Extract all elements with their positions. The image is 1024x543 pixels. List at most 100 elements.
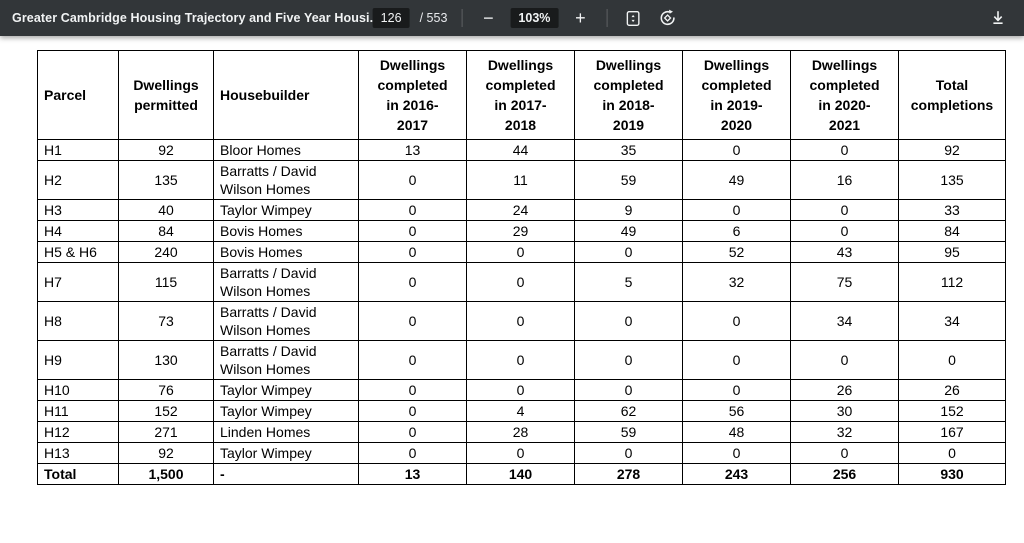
- cell-completed-2018-2019: 5: [574, 262, 683, 302]
- cell-completed-2018-2019: 0: [574, 379, 683, 401]
- cell-total-completions: 26: [898, 379, 1006, 401]
- cell-completed-2017-2018: 4: [466, 400, 575, 422]
- plus-icon: +: [575, 8, 586, 28]
- cell-completed-2018-2019: 49: [574, 220, 683, 242]
- column-header-dwellings-permitted: Dwellings permitted: [118, 50, 214, 140]
- zoom-out-button[interactable]: −: [476, 6, 500, 30]
- total-cell-housebuilder: -: [213, 463, 359, 485]
- cell-completed-2018-2019: 35: [574, 139, 683, 161]
- cell-total-completions: 112: [898, 262, 1006, 302]
- cell-parcel: H10: [37, 379, 119, 401]
- cell-completed-2018-2019: 0: [574, 340, 683, 380]
- table-row: H13 92 Taylor Wimpey 0 0 0 0 0 0: [37, 442, 1006, 464]
- column-header-completed-2020-2021: Dwellings completed in 2020- 2021: [790, 50, 899, 140]
- total-cell-completed-2020-2021: 256: [790, 463, 899, 485]
- cell-dwellings-permitted: 152: [118, 400, 214, 422]
- cell-housebuilder: Bloor Homes: [213, 139, 359, 161]
- table-header-row: Parcel Dwellings permitted Housebuilder Dwe…: [37, 50, 1006, 140]
- cell-completed-2019-2020: 0: [682, 442, 791, 464]
- cell-completed-2016-2017: 0: [358, 340, 467, 380]
- cell-completed-2018-2019: 0: [574, 301, 683, 341]
- cell-dwellings-permitted: 40: [118, 199, 214, 221]
- cell-total-completions: 0: [898, 340, 1006, 380]
- cell-completed-2018-2019: 59: [574, 421, 683, 443]
- cell-completed-2016-2017: 0: [358, 199, 467, 221]
- cell-completed-2017-2018: 11: [466, 160, 575, 200]
- cell-completed-2017-2018: 0: [466, 340, 575, 380]
- cell-completed-2020-2021: 30: [790, 400, 899, 422]
- total-cell-parcel: Total: [37, 463, 119, 485]
- cell-completed-2016-2017: 0: [358, 442, 467, 464]
- zoom-in-button[interactable]: +: [568, 6, 592, 30]
- cell-dwellings-permitted: 271: [118, 421, 214, 443]
- cell-completed-2020-2021: 34: [790, 301, 899, 341]
- zoom-level-display[interactable]: 103%: [510, 8, 559, 28]
- table-row: H8 73 Barratts / David Wilson Homes 0 0 0 0 34 3…: [37, 301, 1006, 341]
- page-count-label: / 553: [419, 11, 448, 25]
- cell-completed-2018-2019: 62: [574, 400, 683, 422]
- table-total-row: Total 1,500-13 140 278 243 256 930: [37, 463, 1006, 485]
- cell-dwellings-permitted: 92: [118, 442, 214, 464]
- cell-total-completions: 0: [898, 442, 1006, 464]
- column-header-housebuilder: Housebuilder: [213, 50, 359, 140]
- column-header-total-completions: Total completions: [898, 50, 1006, 140]
- cell-completed-2020-2021: 75: [790, 262, 899, 302]
- rotate-button[interactable]: [655, 6, 679, 30]
- cell-completed-2020-2021: 0: [790, 340, 899, 380]
- cell-completed-2017-2018: 24: [466, 199, 575, 221]
- table-row: H10 76 Taylor Wimpey 0 0 0 0 26 26: [37, 379, 1006, 401]
- cell-completed-2016-2017: 0: [358, 241, 467, 263]
- cell-dwellings-permitted: 135: [118, 160, 214, 200]
- page-number-input[interactable]: [372, 8, 410, 28]
- cell-housebuilder: Taylor Wimpey: [213, 400, 359, 422]
- cell-parcel: H8: [37, 301, 119, 341]
- cell-housebuilder: Bovis Homes: [213, 220, 359, 242]
- table-row: H12 271 Linden Homes 0 28 59 48 32 167: [37, 421, 1006, 443]
- cell-parcel: H2: [37, 160, 119, 200]
- cell-housebuilder: Taylor Wimpey: [213, 199, 359, 221]
- rotate-counterclockwise-icon: [660, 9, 675, 26]
- cell-completed-2020-2021: 16: [790, 160, 899, 200]
- cell-completed-2020-2021: 0: [790, 442, 899, 464]
- cell-total-completions: 135: [898, 160, 1006, 200]
- cell-housebuilder: Barratts / David Wilson Homes: [213, 262, 359, 302]
- cell-completed-2019-2020: 0: [682, 379, 791, 401]
- cell-dwellings-permitted: 73: [118, 301, 214, 341]
- toolbar-divider: [606, 9, 608, 27]
- cell-parcel: H1: [37, 139, 119, 161]
- cell-parcel: H11: [37, 400, 119, 422]
- cell-completed-2017-2018: 0: [466, 262, 575, 302]
- document-title: Greater Cambridge Housing Trajectory and…: [12, 11, 381, 25]
- cell-total-completions: 92: [898, 139, 1006, 161]
- cell-dwellings-permitted: 92: [118, 139, 214, 161]
- cell-total-completions: 33: [898, 199, 1006, 221]
- cell-completed-2020-2021: 0: [790, 220, 899, 242]
- cell-completed-2019-2020: 52: [682, 241, 791, 263]
- total-cell-total-completions: 930: [898, 463, 1006, 485]
- cell-completed-2017-2018: 0: [466, 241, 575, 263]
- table-row: H3 40 Taylor Wimpey 0 24 9 0 0 33: [37, 199, 1006, 221]
- cell-completed-2016-2017: 0: [358, 262, 467, 302]
- download-icon: [993, 11, 1003, 24]
- cell-housebuilder: Linden Homes: [213, 421, 359, 443]
- cell-total-completions: 95: [898, 241, 1006, 263]
- cell-completed-2020-2021: 0: [790, 139, 899, 161]
- cell-completed-2019-2020: 0: [682, 139, 791, 161]
- cell-completed-2018-2019: 9: [574, 199, 683, 221]
- total-cell-completed-2018-2019: 278: [574, 463, 683, 485]
- cell-housebuilder: Barratts / David Wilson Homes: [213, 160, 359, 200]
- fit-to-page-button[interactable]: [621, 6, 645, 30]
- table-row: H11 152 Taylor Wimpey 0 4 62 56 30 152: [37, 400, 1006, 422]
- cell-completed-2016-2017: 0: [358, 400, 467, 422]
- cell-housebuilder: Bovis Homes: [213, 241, 359, 263]
- cell-dwellings-permitted: 76: [118, 379, 214, 401]
- cell-completed-2019-2020: 6: [682, 220, 791, 242]
- cell-completed-2019-2020: 48: [682, 421, 791, 443]
- cell-parcel: H9: [37, 340, 119, 380]
- column-header-completed-2019-2020: Dwellings completed in 2019- 2020: [682, 50, 791, 140]
- cell-completed-2018-2019: 59: [574, 160, 683, 200]
- table-row: H2 135 Barratts / David Wilson Homes 0 11 59 4…: [37, 160, 1006, 200]
- cell-completed-2019-2020: 32: [682, 262, 791, 302]
- cell-completed-2020-2021: 43: [790, 241, 899, 263]
- download-button[interactable]: [986, 6, 1010, 30]
